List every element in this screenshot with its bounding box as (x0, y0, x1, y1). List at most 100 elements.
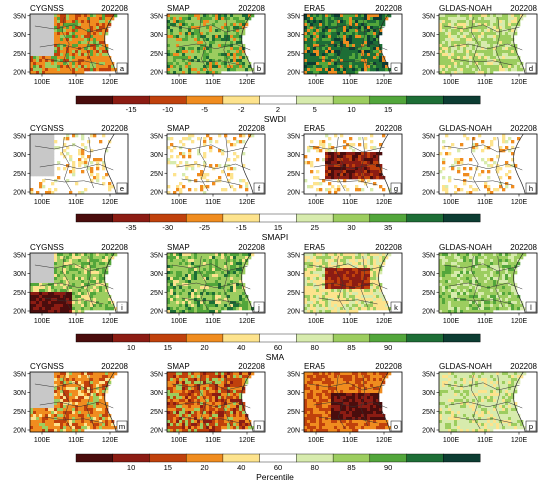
map-cell (346, 298, 350, 302)
map-cell (352, 23, 356, 27)
map-cell (191, 14, 195, 18)
map-cell (499, 280, 503, 284)
map-cell (194, 188, 198, 192)
map-cell (191, 310, 195, 313)
map-cell (239, 59, 243, 63)
map-cell (102, 47, 106, 51)
map-cell (45, 62, 49, 66)
map-cell (511, 274, 515, 278)
colorbar-segment (75, 95, 114, 105)
map-cell (102, 298, 106, 302)
province-boundary (181, 297, 241, 305)
map-cell (463, 71, 467, 74)
map-cell (307, 310, 311, 313)
map-cell (481, 259, 485, 263)
map-cell (457, 161, 461, 165)
map-cell (182, 262, 186, 266)
map-cell (218, 149, 222, 153)
map-cell (334, 259, 338, 263)
province-boundary (223, 255, 231, 308)
map-cell (197, 271, 201, 275)
map-cell (203, 295, 207, 299)
map-cell (313, 274, 317, 278)
map-cell (45, 283, 49, 287)
map-cell (96, 179, 100, 183)
map-cell (454, 286, 458, 290)
map-cell (325, 149, 329, 153)
map-cell (337, 68, 341, 72)
panel-letter-box (390, 182, 402, 194)
map-cell (448, 44, 452, 48)
map-cell (346, 176, 350, 180)
map-cell (442, 38, 446, 42)
map-cell (66, 146, 70, 150)
map-cell (352, 176, 356, 180)
map-cell (517, 56, 521, 60)
map-cell (54, 41, 58, 45)
map-cell (218, 32, 222, 36)
map-cell (454, 50, 458, 54)
map-cell (81, 38, 85, 42)
map-cell (227, 47, 231, 51)
map-cell (334, 173, 338, 177)
map-cell (367, 259, 371, 263)
map-cell (42, 44, 46, 48)
map-cell (84, 298, 88, 302)
map-cell (340, 268, 344, 272)
map-cell (478, 65, 482, 69)
map-cell (376, 56, 380, 60)
map-cell (218, 71, 222, 74)
map-cell (325, 65, 329, 69)
map-cell (361, 304, 365, 308)
map-cell (451, 283, 455, 287)
map-cell (478, 283, 482, 287)
map-cell (36, 59, 40, 63)
map-cell (379, 307, 383, 311)
map-cell (191, 134, 195, 138)
map-cell (448, 265, 452, 269)
map-cell (358, 292, 362, 296)
map-cell (337, 304, 341, 308)
map-cell (57, 259, 61, 263)
map-cell (319, 59, 323, 63)
map-cell (173, 265, 177, 269)
map-cell (337, 185, 341, 189)
map-cell (475, 38, 479, 42)
map-cell (517, 59, 521, 63)
map-cell (93, 307, 97, 311)
map-cell (66, 268, 70, 272)
map-cell (364, 170, 368, 174)
map-cell (194, 283, 198, 287)
map-cell (203, 65, 207, 69)
map-cell (203, 143, 207, 147)
map-cell (307, 301, 311, 305)
map-cell (478, 47, 482, 51)
map-cell (233, 29, 237, 33)
map-cell (511, 164, 515, 168)
map-cell (200, 23, 204, 27)
map-cell (451, 277, 455, 281)
map-cell (373, 14, 377, 18)
map-cell (93, 295, 97, 299)
map-cell (490, 164, 494, 168)
map-cell (508, 286, 512, 290)
map-cell (194, 14, 198, 18)
map-cell (484, 259, 488, 263)
map-cell (376, 283, 380, 287)
map-cell (385, 256, 389, 260)
map-cell (39, 268, 43, 272)
province-boundary (44, 297, 104, 305)
map-cell (230, 32, 234, 36)
map-cell (361, 274, 365, 278)
map-cell (370, 283, 374, 287)
map-cell (93, 23, 97, 27)
map-cell (352, 170, 356, 174)
map-cell (39, 44, 43, 48)
map-cell (42, 173, 46, 177)
map-cell (439, 59, 443, 63)
map-cell (203, 35, 207, 39)
map-cell (310, 59, 314, 63)
map-cell (448, 146, 452, 150)
map-cell (245, 182, 249, 186)
